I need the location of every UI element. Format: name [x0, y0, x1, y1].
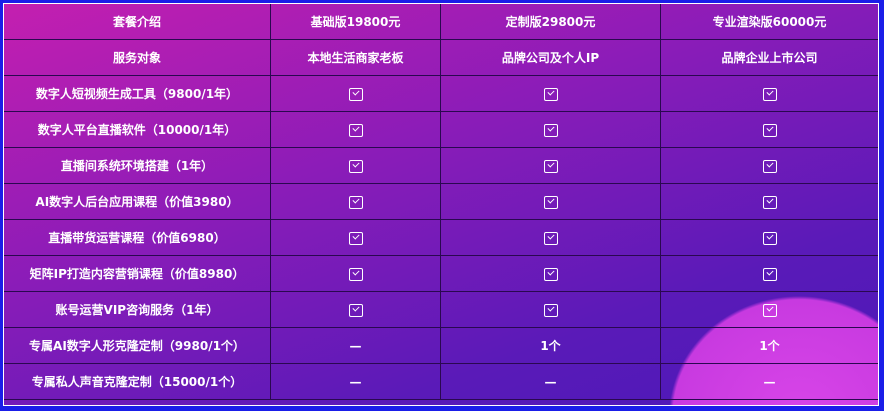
table-cell — [660, 219, 878, 256]
table-cell: 矩阵IP打造内容营销课程（价值8980） — [4, 255, 271, 292]
table-cell: 专属私人声音克隆定制（15000/1个） — [4, 363, 271, 400]
table-cell — [440, 75, 661, 112]
checkbox-check-icon — [762, 123, 777, 137]
table-cell: 品牌企业上市公司 — [660, 39, 878, 76]
table-cell — [440, 219, 661, 256]
checkbox-check-icon — [543, 87, 558, 101]
table-cell — [270, 219, 441, 256]
table-cell: 直播带货运营课程（价值6980） — [4, 219, 271, 256]
table-cell — [270, 291, 441, 328]
table-cell: 定制版29800元 — [440, 4, 661, 40]
checkbox-check-icon — [543, 303, 558, 317]
table-cell — [270, 111, 441, 148]
checkbox-check-icon — [348, 267, 363, 281]
table-cell — [440, 291, 661, 328]
table-cell: 1个 — [440, 327, 661, 364]
table-cell: 数字人平台直播软件（10000/1年） — [4, 111, 271, 148]
table-cell — [660, 111, 878, 148]
table-cell: 专业渲染版60000元 — [660, 4, 878, 40]
table-row: 直播带货运营课程（价值6980） — [4, 219, 878, 256]
pricing-table: 套餐介绍 基础版19800元 定制版29800元 专业渲染版60000元 服务对象 本地生… — [4, 4, 878, 400]
table-cell: — — [660, 363, 878, 400]
table-row: 直播间系统环境搭建（1年） — [4, 147, 878, 184]
table-cell — [440, 255, 661, 292]
checkbox-check-icon — [348, 303, 363, 317]
checkbox-check-icon — [762, 87, 777, 101]
table-row: 数字人平台直播软件（10000/1年） — [4, 111, 878, 148]
audience-row: 服务对象 本地生活商家老板 品牌公司及个人IP 品牌企业上市公司 — [4, 39, 878, 76]
table-cell — [660, 291, 878, 328]
table-row: 矩阵IP打造内容营销课程（价值8980） — [4, 255, 878, 292]
table-cell: 套餐介绍 — [4, 4, 271, 40]
checkbox-check-icon — [762, 303, 777, 317]
checkbox-check-icon — [543, 267, 558, 281]
table-cell — [660, 75, 878, 112]
header-row: 套餐介绍 基础版19800元 定制版29800元 专业渲染版60000元 — [4, 4, 878, 40]
table-cell — [440, 183, 661, 220]
checkbox-check-icon — [762, 231, 777, 245]
table-row: 专属私人声音克隆定制（15000/1个） — — — — [4, 363, 878, 400]
table-cell — [440, 111, 661, 148]
table-cell: 数字人短视频生成工具（9800/1年） — [4, 75, 271, 112]
table-cell: — — [440, 363, 661, 400]
checkbox-check-icon — [543, 159, 558, 173]
checkbox-check-icon — [543, 195, 558, 209]
checkbox-check-icon — [762, 195, 777, 209]
table-cell: AI数字人后台应用课程（价值3980） — [4, 183, 271, 220]
table-cell — [660, 255, 878, 292]
table-cell: 1个 — [660, 327, 878, 364]
table-row: AI数字人后台应用课程（价值3980） — [4, 183, 878, 220]
checkbox-check-icon — [543, 123, 558, 137]
checkbox-check-icon — [348, 159, 363, 173]
table-cell: 服务对象 — [4, 39, 271, 76]
table-row: 专属AI数字人形克隆定制（9980/1个） —1个 1个 — [4, 327, 878, 364]
checkbox-check-icon — [348, 87, 363, 101]
table-cell: 本地生活商家老板 — [270, 39, 441, 76]
table-row: 账号运营VIP咨询服务（1年） — [4, 291, 878, 328]
checkbox-check-icon — [543, 231, 558, 245]
table-cell — [270, 75, 441, 112]
checkbox-check-icon — [348, 195, 363, 209]
table-cell — [270, 183, 441, 220]
table-cell: 品牌公司及个人IP — [440, 39, 661, 76]
checkbox-check-icon — [348, 123, 363, 137]
table-cell — [660, 183, 878, 220]
pricing-table-frame: 套餐介绍 基础版19800元 定制版29800元 专业渲染版60000元 服务对象 本地生… — [3, 3, 879, 406]
checkbox-check-icon — [762, 159, 777, 173]
table-cell: 直播间系统环境搭建（1年） — [4, 147, 271, 184]
checkbox-check-icon — [348, 231, 363, 245]
table-cell: 专属AI数字人形克隆定制（9980/1个） — [4, 327, 271, 364]
checkbox-check-icon — [762, 267, 777, 281]
table-cell: — — [270, 327, 441, 364]
table-cell: 账号运营VIP咨询服务（1年） — [4, 291, 271, 328]
table-cell: — — [270, 363, 441, 400]
table-cell — [660, 147, 878, 184]
table-row: 数字人短视频生成工具（9800/1年） — [4, 75, 878, 112]
table-cell: 基础版19800元 — [270, 4, 441, 40]
table-cell — [270, 147, 441, 184]
table-cell — [270, 255, 441, 292]
table-cell — [440, 147, 661, 184]
